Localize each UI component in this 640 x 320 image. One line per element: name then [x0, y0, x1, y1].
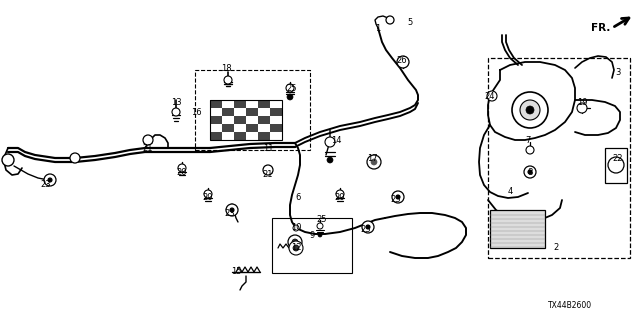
Bar: [195, 70, 310, 150]
Circle shape: [397, 56, 409, 68]
Circle shape: [178, 164, 186, 172]
Text: 20: 20: [335, 194, 345, 203]
Text: 1: 1: [376, 23, 381, 33]
Text: 26: 26: [397, 55, 407, 65]
Text: 25: 25: [317, 215, 327, 225]
Text: 5: 5: [408, 18, 413, 27]
Bar: [222, 108, 234, 116]
Text: 20: 20: [203, 194, 213, 203]
Circle shape: [327, 157, 333, 163]
Circle shape: [362, 221, 374, 233]
Text: 13: 13: [171, 98, 181, 107]
Text: 10: 10: [291, 223, 301, 233]
Circle shape: [2, 154, 14, 166]
Text: 21: 21: [143, 143, 153, 153]
Text: 6: 6: [295, 194, 301, 203]
Circle shape: [526, 146, 534, 154]
Bar: [210, 116, 222, 124]
Circle shape: [293, 225, 299, 231]
Circle shape: [226, 204, 238, 216]
Bar: [234, 100, 246, 108]
Circle shape: [336, 190, 344, 198]
Circle shape: [526, 106, 534, 114]
Text: 23: 23: [41, 180, 51, 188]
Text: 15: 15: [231, 268, 241, 276]
Text: 23: 23: [390, 196, 401, 204]
Text: 23: 23: [225, 210, 236, 219]
Circle shape: [325, 137, 335, 147]
Circle shape: [204, 190, 212, 198]
Text: 11: 11: [263, 143, 273, 153]
Circle shape: [520, 100, 540, 120]
Circle shape: [396, 195, 400, 199]
Circle shape: [293, 245, 299, 251]
Circle shape: [288, 235, 302, 249]
Circle shape: [371, 159, 377, 165]
Circle shape: [70, 153, 80, 163]
Text: 7: 7: [525, 135, 531, 145]
Text: 8: 8: [527, 167, 532, 177]
Bar: [210, 100, 222, 108]
Circle shape: [487, 91, 497, 101]
Bar: [222, 124, 234, 132]
Text: FR.: FR.: [591, 23, 610, 33]
Text: 20: 20: [177, 167, 188, 177]
Circle shape: [172, 108, 180, 116]
Bar: [488, 58, 630, 258]
Text: 21: 21: [263, 170, 273, 179]
Bar: [605, 148, 627, 183]
Circle shape: [392, 191, 404, 203]
Circle shape: [512, 92, 548, 128]
Circle shape: [366, 225, 370, 229]
Circle shape: [143, 135, 153, 145]
Circle shape: [577, 103, 587, 113]
Text: 9: 9: [309, 231, 315, 241]
Circle shape: [386, 16, 394, 24]
Text: 24: 24: [484, 92, 495, 100]
Text: TX44B2600: TX44B2600: [548, 300, 592, 309]
Text: 23: 23: [361, 226, 371, 235]
Circle shape: [528, 170, 532, 174]
Circle shape: [44, 174, 56, 186]
Text: 2: 2: [554, 244, 559, 252]
Bar: [210, 132, 222, 140]
Text: 3: 3: [615, 68, 621, 76]
Text: 4: 4: [508, 188, 513, 196]
Text: 16: 16: [191, 108, 202, 116]
Text: 25: 25: [287, 84, 297, 92]
Text: 14: 14: [331, 135, 341, 145]
Circle shape: [263, 165, 273, 175]
Circle shape: [317, 223, 323, 229]
Circle shape: [48, 178, 52, 182]
Bar: [270, 108, 282, 116]
Bar: [270, 124, 282, 132]
Text: 18: 18: [221, 63, 231, 73]
Text: 12: 12: [291, 244, 301, 252]
Circle shape: [367, 155, 381, 169]
Circle shape: [524, 166, 536, 178]
Circle shape: [608, 157, 624, 173]
Text: 19: 19: [577, 98, 588, 107]
Bar: [258, 132, 270, 140]
Circle shape: [224, 76, 232, 84]
Text: 22: 22: [612, 154, 623, 163]
Circle shape: [286, 84, 294, 92]
Bar: [210, 100, 282, 140]
Text: 17: 17: [367, 154, 378, 163]
Bar: [234, 132, 246, 140]
Bar: [490, 210, 545, 248]
Circle shape: [230, 208, 234, 212]
Bar: [234, 116, 246, 124]
Circle shape: [287, 94, 293, 100]
Bar: [272, 218, 352, 273]
Circle shape: [289, 241, 303, 255]
Circle shape: [318, 233, 322, 237]
Bar: [258, 100, 270, 108]
Bar: [246, 108, 258, 116]
Bar: [258, 116, 270, 124]
Bar: [246, 124, 258, 132]
Circle shape: [292, 239, 298, 245]
